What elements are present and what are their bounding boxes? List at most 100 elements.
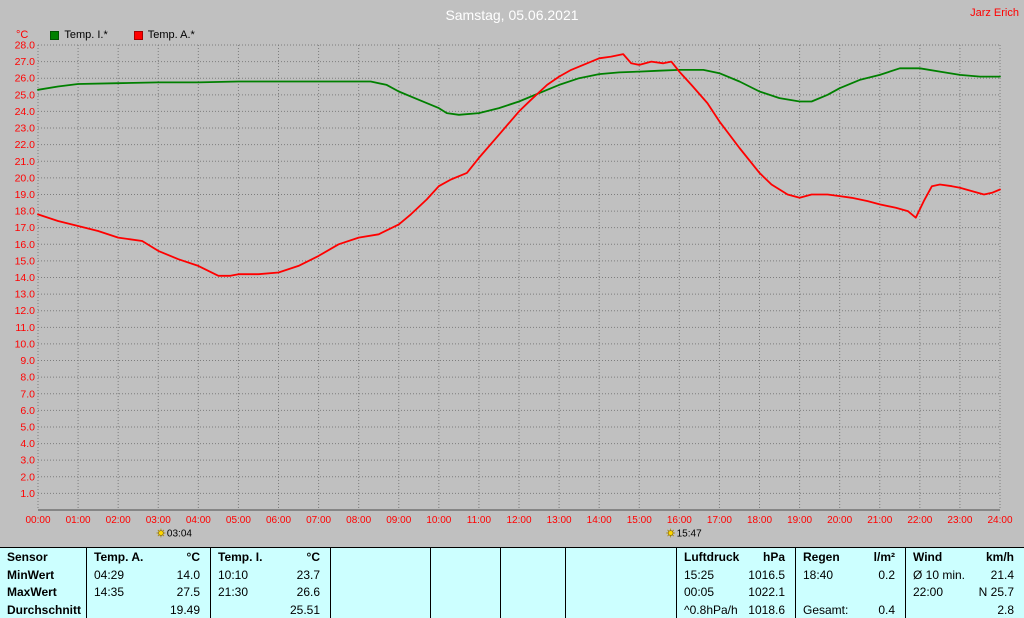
regen-unit: l/m² — [873, 550, 895, 564]
sensor-stats-table: Sensor Temp. A. °C Temp. I. °C Luftdruck… — [0, 547, 1024, 618]
row-label-minwert: MinWert — [7, 567, 55, 582]
y-tick-label: 27.0 — [15, 56, 36, 68]
table-empty-cell — [430, 583, 500, 600]
y-tick-label: 16.0 — [15, 239, 36, 251]
y-tick-label: 28.0 — [15, 40, 36, 52]
luftdruck-max-cell: 00:05 1022.1 — [676, 583, 795, 600]
y-axis-unit-label: °C — [16, 29, 29, 41]
temp-i-header-cell: Temp. I. °C — [210, 548, 330, 566]
x-tick-label: 08:00 — [346, 515, 371, 526]
x-tick-label: 04:00 — [186, 515, 211, 526]
wind-max-value: N 25.7 — [978, 584, 1014, 599]
y-tick-label: 4.0 — [20, 438, 35, 450]
regen-min-cell: 18:40 0.2 — [795, 566, 905, 583]
regen-min-value: 0.2 — [878, 567, 895, 582]
temp-a-line — [37, 53, 1001, 277]
luftdruck-avg-value: 1018.6 — [748, 602, 785, 617]
x-tick-label: 19:00 — [787, 515, 812, 526]
x-tick-label: 17:00 — [707, 515, 732, 526]
table-empty-cell — [330, 600, 430, 618]
y-tick-label: 18.0 — [15, 206, 36, 218]
table-empty-cell — [430, 566, 500, 583]
x-tick-label: 09:00 — [386, 515, 411, 526]
x-tick-label: 20:00 — [827, 515, 852, 526]
wind-min-cell: Ø 10 min. 21.4 — [905, 566, 1024, 583]
temp-i-swatch-icon — [50, 30, 60, 40]
y-tick-label: 6.0 — [20, 405, 35, 417]
table-empty-cell — [565, 566, 676, 583]
x-tick-label: 03:00 — [146, 515, 171, 526]
x-tick-label: 07:00 — [306, 515, 331, 526]
luftdruck-min-value: 1016.5 — [748, 567, 785, 582]
temperature-chart: 1.0 2.0 3.0 4.0 5.0 6.0 7.0 8.0 9.0 10.0 11.0 12.0 1… — [15, 40, 1013, 540]
y-tick-label: 20.0 — [15, 172, 36, 184]
wind-header-cell: Wind km/h — [905, 548, 1024, 566]
y-tick-label: 11.0 — [15, 322, 35, 334]
temp-i-avg-value: 25.51 — [289, 602, 320, 617]
temp-i-avg-cell: 25.51 — [210, 600, 330, 618]
regen-total-cell: Gesamt: 0.4 — [795, 600, 905, 618]
wind-max-time: 22:00 — [913, 584, 944, 599]
legend-label-temp-a: Temp. A.* — [147, 29, 195, 41]
temp-a-avg-cell: 19.49 — [86, 600, 210, 618]
temp-i-min-time: 10:10 — [218, 567, 249, 582]
luftdruck-min-time: 15:25 — [684, 567, 715, 582]
time-marker-label: 15:47 — [677, 529, 702, 540]
table-empty-cell — [330, 583, 430, 600]
luftdruck-avg-cell: ^0.8hPa/h 1018.6 — [676, 600, 795, 618]
legend-item-temp-a: Temp. A.* — [133, 29, 195, 41]
luftdruck-max-value: 1022.1 — [748, 584, 785, 599]
table-empty-cell — [500, 583, 565, 600]
table-empty-cell — [330, 548, 430, 566]
temp-a-min-time: 04:29 — [94, 567, 125, 582]
row-label-durchschnitt: Durchschnitt — [7, 602, 82, 617]
y-tick-label: 2.0 — [20, 471, 35, 483]
y-tick-label: 5.0 — [20, 421, 35, 433]
luftdruck-name: Luftdruck — [684, 550, 740, 564]
temp-i-min-value: 23.7 — [296, 567, 320, 582]
regen-max-cell — [795, 583, 905, 600]
wind-min-value: 21.4 — [990, 567, 1014, 582]
y-tick-label: 25.0 — [15, 89, 36, 101]
temp-i-unit: °C — [306, 550, 320, 564]
x-tick-label: 23:00 — [947, 515, 972, 526]
x-tick-label: 24:00 — [987, 515, 1012, 526]
temp-a-min-cell: 04:29 14.0 — [86, 566, 210, 583]
y-tick-label: 15.0 — [15, 255, 36, 267]
temp-a-avg-value: 19.49 — [169, 602, 200, 617]
temp-a-swatch-icon — [133, 30, 143, 40]
sun-marker-icon — [667, 530, 674, 536]
wind-max-cell: 22:00 N 25.7 — [905, 583, 1024, 600]
y-tick-label: 22.0 — [15, 139, 36, 151]
legend-item-temp-i: Temp. I.* — [50, 29, 108, 41]
time-marker-label: 03:04 — [167, 529, 192, 540]
y-tick-label: 3.0 — [20, 455, 35, 467]
table-empty-cell — [500, 566, 565, 583]
y-tick-label: 14.0 — [15, 272, 36, 284]
x-tick-label: 12:00 — [506, 515, 531, 526]
regen-name: Regen — [803, 550, 840, 564]
y-tick-label: 7.0 — [20, 388, 35, 400]
regen-total-label: Gesamt: — [803, 602, 849, 617]
table-empty-cell — [565, 600, 676, 618]
table-empty-cell — [330, 566, 430, 583]
luftdruck-header-cell: Luftdruck hPa — [676, 548, 795, 566]
x-tick-label: 05:00 — [226, 515, 251, 526]
author-label: Jarz Erich — [970, 7, 1019, 19]
x-tick-label: 21:00 — [867, 515, 892, 526]
temp-i-line — [37, 67, 1001, 116]
temp-i-max-value: 26.6 — [296, 584, 320, 599]
sun-marker-icon — [158, 530, 164, 536]
temp-a-max-cell: 14:35 27.5 — [86, 583, 210, 600]
wind-min-time: Ø 10 min. — [913, 567, 966, 582]
temp-i-name: Temp. I. — [218, 550, 263, 564]
temp-i-max-time: 21:30 — [218, 584, 249, 599]
table-empty-cell — [500, 600, 565, 618]
x-tick-label: 06:00 — [266, 515, 291, 526]
luftdruck-min-cell: 15:25 1016.5 — [676, 566, 795, 583]
temp-a-name: Temp. A. — [94, 550, 144, 564]
luftdruck-max-time: 00:05 — [684, 584, 715, 599]
x-tick-label: 15:00 — [627, 515, 652, 526]
y-tick-label: 12.0 — [15, 305, 36, 317]
